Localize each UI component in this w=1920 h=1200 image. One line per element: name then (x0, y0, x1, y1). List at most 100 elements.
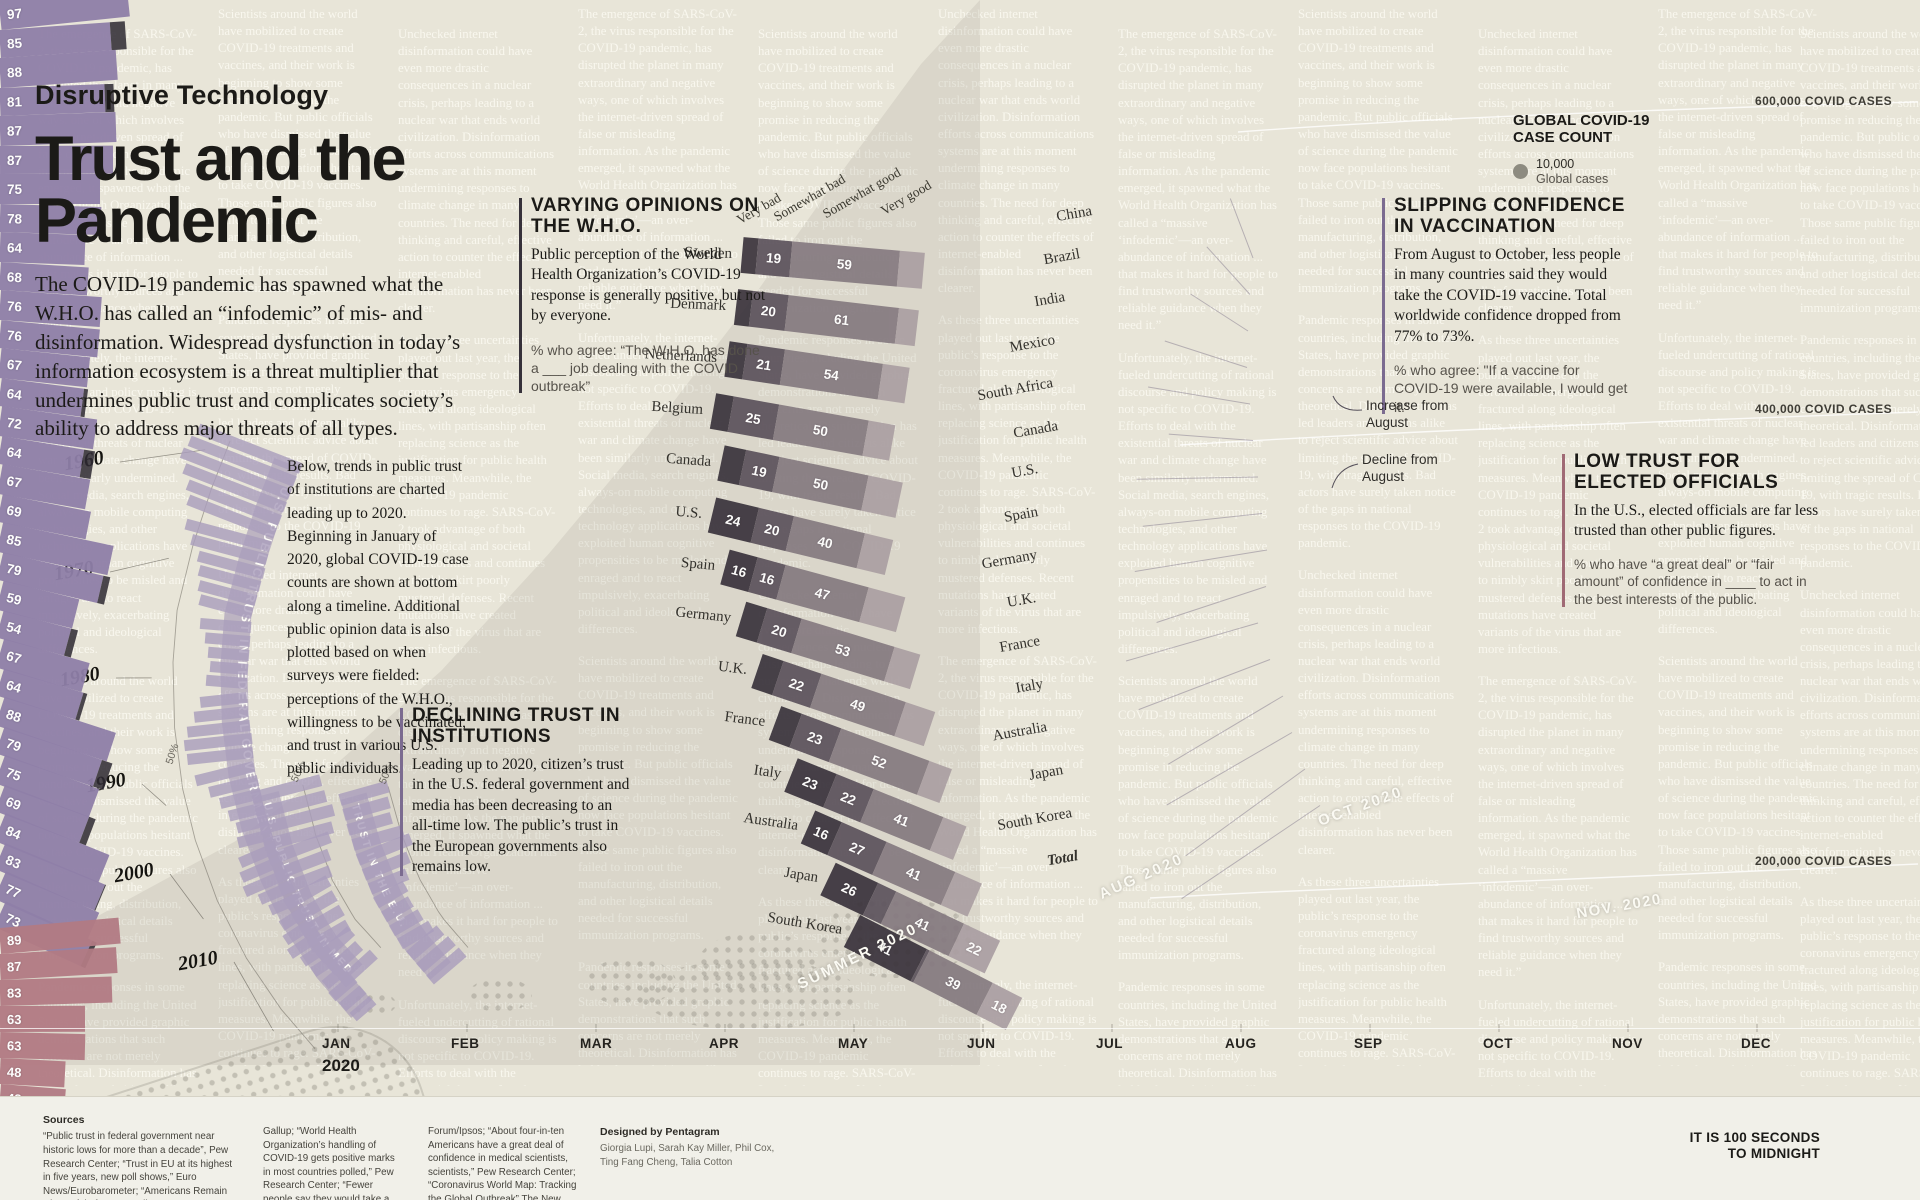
decade-label-2000: 2000 (112, 858, 156, 888)
vaccine-oct-value: 54 (4, 618, 24, 637)
vaccine-aug-bar: 75 (0, 174, 100, 204)
timeline-year: 2020 (322, 1056, 360, 1075)
vaccine-country-label: Italy (1014, 676, 1045, 697)
design-credit: Designed by Pentagram Giorgia Lupi, Sara… (600, 1113, 800, 1170)
decade-tick (169, 873, 204, 920)
who-country-label: Canada (665, 450, 712, 470)
vaccine-oct-value: 64 (5, 385, 23, 403)
vaccine-country-label: Australia (991, 719, 1049, 745)
vaccine-decline-cap (109, 21, 127, 51)
case-axis-label: 200,000 COVID CASES (1755, 854, 1892, 868)
aug-oct-connector (1142, 513, 1263, 527)
title-line-1: Trust and the (35, 124, 407, 194)
aug-oct-connector (1190, 293, 1249, 332)
who-segment-value: 54 (822, 365, 840, 383)
who-segment-value: 47 (813, 584, 832, 603)
aug-oct-connector (1156, 586, 1267, 623)
who-segment (896, 250, 925, 289)
month-label-nov: NOV (1612, 1036, 1643, 1051)
month-label-apr: APR (709, 1036, 740, 1051)
who-segment-value: 27 (847, 838, 868, 859)
vaccine-country-label: Spain (1002, 504, 1040, 526)
who-country-label: Spain (680, 554, 716, 574)
vaccine-oct-value: 81 (6, 93, 23, 110)
aug-oct-connector (1136, 476, 1259, 480)
slipping-heading: SLIPPING CONFIDENCE IN VACCINATION (1394, 195, 1625, 237)
who-segment: 47 (776, 564, 869, 623)
who-segment-value: 40 (816, 533, 835, 552)
month-label-aug: AUG (1225, 1036, 1257, 1051)
aug-oct-connector (1125, 622, 1259, 662)
vaccine-country-label: South Africa (976, 375, 1055, 405)
who-segment: 50 (772, 404, 869, 456)
vaccine-aug-value: 85 (5, 531, 24, 549)
vaccine-aug-value: 87 (6, 122, 23, 139)
month-label-dec: DEC (1741, 1036, 1772, 1051)
case-axis-label: 400,000 COVID CASES (1755, 402, 1892, 416)
ghost-text-column: Unchecked internet disinformation could … (1478, 27, 1638, 1086)
low-trust-section: LOW TRUST FOR ELECTED OFFICIALS In the U… (1562, 451, 1824, 609)
who-segment-value: 26 (839, 879, 860, 900)
who-question: % who agree: “The W.H.O. has done a ___ … (531, 341, 760, 395)
who-segment-value: 22 (787, 674, 807, 694)
credit-names: Giorgia Lupi, Sarah Kay Miller, Phil Cox… (600, 1143, 775, 1169)
who-segment: 61 (784, 295, 899, 344)
trust-federal-bar (199, 691, 248, 708)
vaccine-oct-value: 64 (4, 676, 24, 696)
official-trust-bar: 83 (0, 976, 113, 1006)
case-gridline (1237, 101, 1919, 133)
increase-pointer (1332, 395, 1363, 411)
vaccine-oct-value: 69 (5, 502, 24, 520)
vaccine-oct-value: 79 (4, 735, 24, 755)
who-country-label: Belgium (650, 398, 704, 418)
vaccine-aug-value: 72 (5, 414, 23, 432)
vaccine-oct-value: 85 (6, 34, 23, 51)
who-segment-value: 19 (765, 249, 782, 266)
vaccine-aug-value: 77 (3, 880, 24, 901)
vaccine-country-label: U.S. (1010, 461, 1040, 482)
aug-oct-connector (1134, 549, 1268, 572)
official-trust-value: 63 (6, 1037, 22, 1054)
increase-from-august-label: Increase from August (1366, 398, 1449, 430)
aug-oct-connector (1168, 695, 1284, 765)
aug-oct-connector (1166, 732, 1293, 806)
vaccine-country-label: South Korea (996, 805, 1074, 834)
case-dot-sub: Global cases (1536, 171, 1609, 186)
case-dot-cluster (586, 958, 676, 1006)
who-segment (862, 420, 896, 461)
vaccine-oct-value: 78 (6, 210, 23, 227)
doomsday-clock-caption: IT IS 100 SECONDS TO MIDNIGHT (1690, 1130, 1820, 1162)
trust-eu-50-gridline (387, 786, 469, 948)
month-label-oct: OCT (1483, 1036, 1513, 1051)
footer: Sources “Public trust in federal governm… (0, 1096, 1920, 1200)
decline-pointer (1331, 463, 1359, 489)
official-trust-bar: 87 (0, 947, 119, 980)
who-segment-value: 19 (750, 462, 769, 480)
vaccine-country-label: Total (1045, 848, 1080, 870)
sources-text-3: Forum/Ipsos; “About four-in-ten American… (428, 1126, 577, 1200)
month-label-jun: JUN (967, 1036, 996, 1051)
vaccine-country-label: Brazil (1042, 246, 1082, 269)
case-dot-cluster (640, 960, 860, 1030)
aug-oct-connector (1185, 768, 1306, 857)
slipping-section: SLIPPING CONFIDENCE IN VACCINATION From … (1382, 195, 1629, 416)
aug-oct-connector (1148, 386, 1251, 405)
month-label-mar: MAR (580, 1036, 613, 1051)
case-gridline (1179, 411, 1919, 446)
case-count-legend: GLOBAL COVID-19 CASE COUNT 10,000 Global… (1513, 112, 1683, 187)
ghost-text-column: Scientists around the world have mobiliz… (1800, 27, 1920, 1086)
intro-paragraph: The COVID-19 pandemic has spawned what t… (35, 272, 461, 441)
who-segment (894, 308, 919, 347)
case-legend-title: GLOBAL COVID-19 CASE COUNT (1513, 112, 1650, 147)
official-trust-bar: 63 (0, 1032, 86, 1061)
who-segment-value: 52 (869, 751, 889, 772)
who-segment-value: 50 (811, 421, 830, 439)
vaccine-aug-value: 75 (7, 181, 23, 197)
month-label-feb: FEB (451, 1036, 480, 1051)
vaccine-country-label: France (998, 633, 1042, 656)
case-dot-cluster (698, 932, 816, 994)
vaccine-oct-value: 64 (5, 443, 23, 461)
vaccine-aug-value: 88 (4, 706, 24, 725)
vaccine-oct-value: 69 (3, 793, 24, 813)
